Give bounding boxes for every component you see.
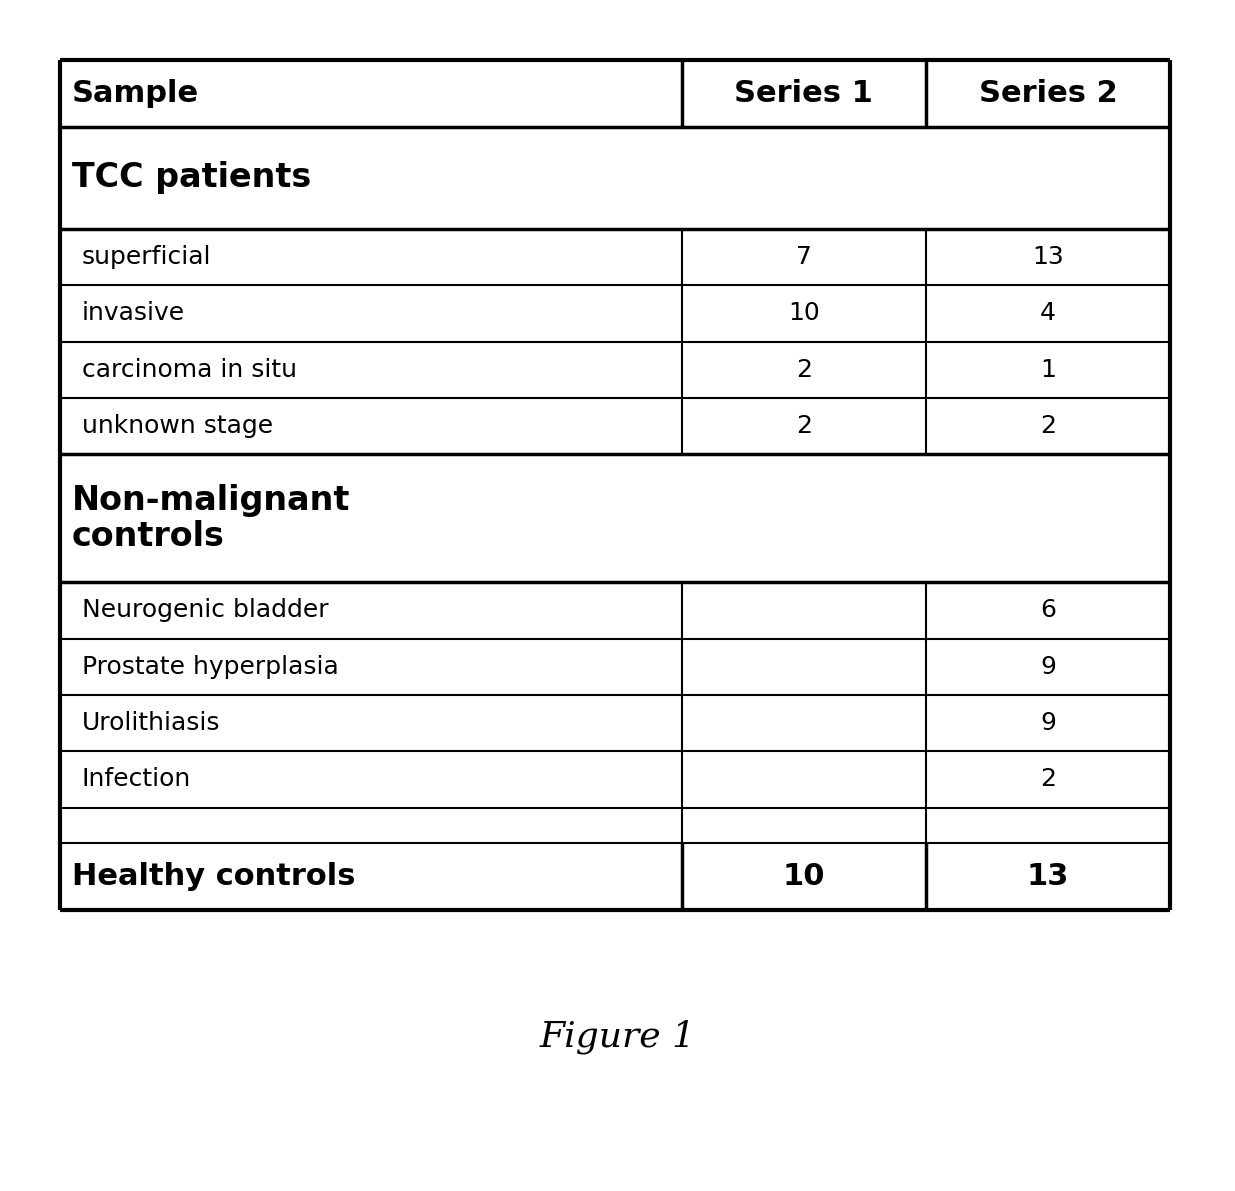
Text: 6: 6 [1040,598,1056,623]
Text: 2: 2 [795,357,811,382]
Text: 13: 13 [1032,245,1063,269]
Text: TCC patients: TCC patients [72,161,311,194]
Text: unknown stage: unknown stage [82,414,273,438]
Text: Healthy controls: Healthy controls [72,862,356,891]
Text: Non-malignant: Non-malignant [72,484,351,517]
Text: Sample: Sample [72,79,199,107]
Text: Series 1: Series 1 [735,79,873,107]
Text: 2: 2 [1040,767,1056,792]
Text: 13: 13 [1026,862,1070,891]
Text: Series 2: Series 2 [978,79,1118,107]
Text: 10: 10 [783,862,825,891]
Text: 9: 9 [1040,711,1056,735]
Text: controls: controls [72,519,225,553]
Text: Figure 1: Figure 1 [540,1019,695,1054]
Text: 4: 4 [1040,301,1056,325]
Text: Prostate hyperplasia: Prostate hyperplasia [82,655,338,679]
Text: superficial: superficial [82,245,211,269]
Text: 10: 10 [788,301,820,325]
Text: 2: 2 [795,414,811,438]
Text: 9: 9 [1040,655,1056,679]
Text: 2: 2 [1040,414,1056,438]
Text: 7: 7 [795,245,811,269]
Text: Neurogenic bladder: Neurogenic bladder [82,598,329,623]
Text: carcinoma in situ: carcinoma in situ [82,357,296,382]
Text: 1: 1 [1040,357,1056,382]
Text: Urolithiasis: Urolithiasis [82,711,221,735]
Text: Infection: Infection [82,767,191,792]
Text: invasive: invasive [82,301,185,325]
